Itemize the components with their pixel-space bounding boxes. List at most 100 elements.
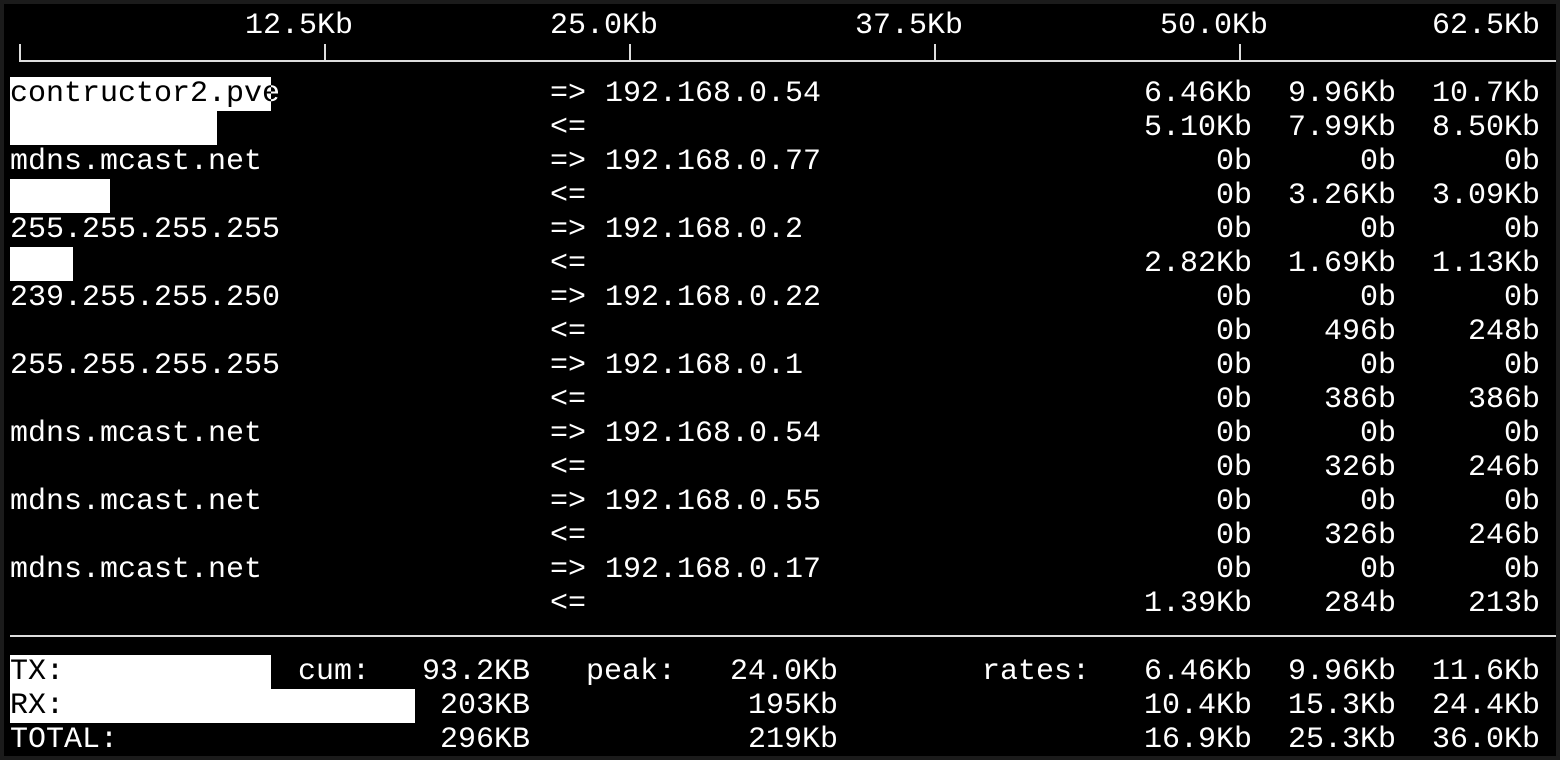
rx-rate-2s: 0b	[1215, 315, 1252, 349]
tx-arrow: =>	[550, 213, 587, 247]
tx-arrow: =>	[550, 553, 587, 587]
scale-tick	[1239, 44, 1241, 62]
tx-rate-40s: 0b	[1503, 553, 1540, 587]
host-name: mdns.mcast.net	[10, 485, 263, 519]
rx-rate-10s: 386b	[1323, 383, 1396, 417]
total-rate-40s: 11.6Kb	[1431, 655, 1540, 689]
tx-rate-2s: 0b	[1215, 213, 1252, 247]
tx-arrow: =>	[550, 145, 587, 179]
totals-separator	[10, 635, 1556, 637]
rx-rate-10s: 326b	[1323, 451, 1396, 485]
scale-tick-label: 37.5Kb	[854, 9, 964, 43]
total-rate-2s: 16.9Kb	[1143, 723, 1252, 756]
rx-rate-40s: 213b	[1467, 587, 1540, 621]
rx-rate-10s: 1.69Kb	[1287, 247, 1396, 281]
rx-arrow: <=	[550, 587, 587, 621]
peer-address: 192.168.0.17	[605, 553, 822, 587]
total-rate-10s: 15.3Kb	[1287, 689, 1396, 723]
total-rate-40s: 36.0Kb	[1431, 723, 1540, 756]
rx-arrow: <=	[550, 451, 587, 485]
peak-value: 195Kb	[747, 689, 838, 723]
scale-tick	[934, 44, 936, 62]
scale-line	[19, 60, 1556, 62]
rx-traffic-bar	[10, 179, 110, 213]
host-name: 239.255.255.250	[10, 281, 281, 315]
scale-tick-label: 12.5Kb	[244, 9, 354, 43]
tx-rate-40s: 0b	[1503, 349, 1540, 383]
peer-address: 192.168.0.54	[605, 77, 822, 111]
tx-rate-2s: 6.46Kb	[1143, 77, 1252, 111]
rates-label: rates:	[982, 655, 1091, 689]
tx-rate-2s: 0b	[1215, 145, 1252, 179]
cum-value: 296KB	[439, 723, 530, 756]
host-name: mdns.mcast.net	[10, 417, 263, 451]
cum-value: 203KB	[439, 689, 530, 723]
rx-traffic-bar	[10, 247, 73, 281]
total-traffic-bar	[10, 655, 271, 689]
tx-arrow: =>	[550, 349, 587, 383]
rx-traffic-bar	[10, 111, 217, 145]
peak-value: 24.0Kb	[729, 655, 838, 689]
rx-rate-2s: 0b	[1215, 451, 1252, 485]
scale-tick-label: 62.5Kb	[1431, 9, 1540, 43]
rx-arrow: <=	[550, 111, 587, 145]
total-rate-10s: 9.96Kb	[1287, 655, 1396, 689]
tx-rate-2s: 0b	[1215, 485, 1252, 519]
tx-rate-10s: 0b	[1359, 145, 1396, 179]
rx-arrow: <=	[550, 247, 587, 281]
tx-arrow: =>	[550, 281, 587, 315]
peak-label: peak:	[586, 655, 677, 689]
tx-rate-10s: 0b	[1359, 553, 1396, 587]
host-name: mdns.mcast.net	[10, 145, 263, 179]
tx-rate-10s: 0b	[1359, 349, 1396, 383]
total-rate-2s: 6.46Kb	[1143, 655, 1252, 689]
tx-rate-40s: 0b	[1503, 485, 1540, 519]
rx-rate-10s: 496b	[1323, 315, 1396, 349]
tx-rate-40s: 0b	[1503, 213, 1540, 247]
tx-rate-40s: 0b	[1503, 145, 1540, 179]
peer-address: 192.168.0.1	[605, 349, 804, 383]
total-rate-2s: 10.4Kb	[1143, 689, 1252, 723]
tx-rate-40s: 0b	[1503, 281, 1540, 315]
tx-rate-10s: 0b	[1359, 213, 1396, 247]
rx-rate-40s: 1.13Kb	[1431, 247, 1540, 281]
rx-rate-40s: 246b	[1467, 451, 1540, 485]
tx-arrow: =>	[550, 485, 587, 519]
rx-arrow: <=	[550, 383, 587, 417]
peer-address: 192.168.0.22	[605, 281, 822, 315]
rx-rate-40s: 8.50Kb	[1431, 111, 1540, 145]
rx-rate-40s: 248b	[1467, 315, 1540, 349]
tx-rate-2s: 0b	[1215, 281, 1252, 315]
scale-origin-tick	[19, 44, 21, 62]
rx-arrow: <=	[550, 179, 587, 213]
cum-value: 93.2KB	[421, 655, 530, 689]
tx-rate-2s: 0b	[1215, 349, 1252, 383]
rx-arrow: <=	[550, 315, 587, 349]
total-rate-40s: 24.4Kb	[1431, 689, 1540, 723]
tx-arrow: =>	[550, 77, 587, 111]
rx-rate-2s: 1.39Kb	[1143, 587, 1252, 621]
rx-rate-10s: 326b	[1323, 519, 1396, 553]
rx-rate-10s: 3.26Kb	[1287, 179, 1396, 213]
tx-rate-40s: 0b	[1503, 417, 1540, 451]
peer-address: 192.168.0.55	[605, 485, 822, 519]
host-name: 255.255.255.255	[10, 213, 281, 247]
rx-rate-2s: 0b	[1215, 179, 1252, 213]
rx-rate-2s: 2.82Kb	[1143, 247, 1252, 281]
cum-label: cum:	[298, 655, 371, 689]
peer-address: 192.168.0.2	[605, 213, 804, 247]
tx-rate-2s: 0b	[1215, 417, 1252, 451]
tx-arrow: =>	[550, 417, 587, 451]
rx-rate-2s: 0b	[1215, 383, 1252, 417]
totals-label: TOTAL:	[10, 723, 119, 756]
tx-rate-10s: 9.96Kb	[1287, 77, 1396, 111]
scale-tick-label: 25.0Kb	[549, 9, 659, 43]
scale-tick	[324, 44, 326, 62]
tx-rate-10s: 0b	[1359, 417, 1396, 451]
peer-address: 192.168.0.77	[605, 145, 822, 179]
rx-rate-2s: 5.10Kb	[1143, 111, 1252, 145]
rx-rate-40s: 246b	[1467, 519, 1540, 553]
scale-tick-label: 50.0Kb	[1159, 9, 1269, 43]
tx-rate-10s: 0b	[1359, 485, 1396, 519]
